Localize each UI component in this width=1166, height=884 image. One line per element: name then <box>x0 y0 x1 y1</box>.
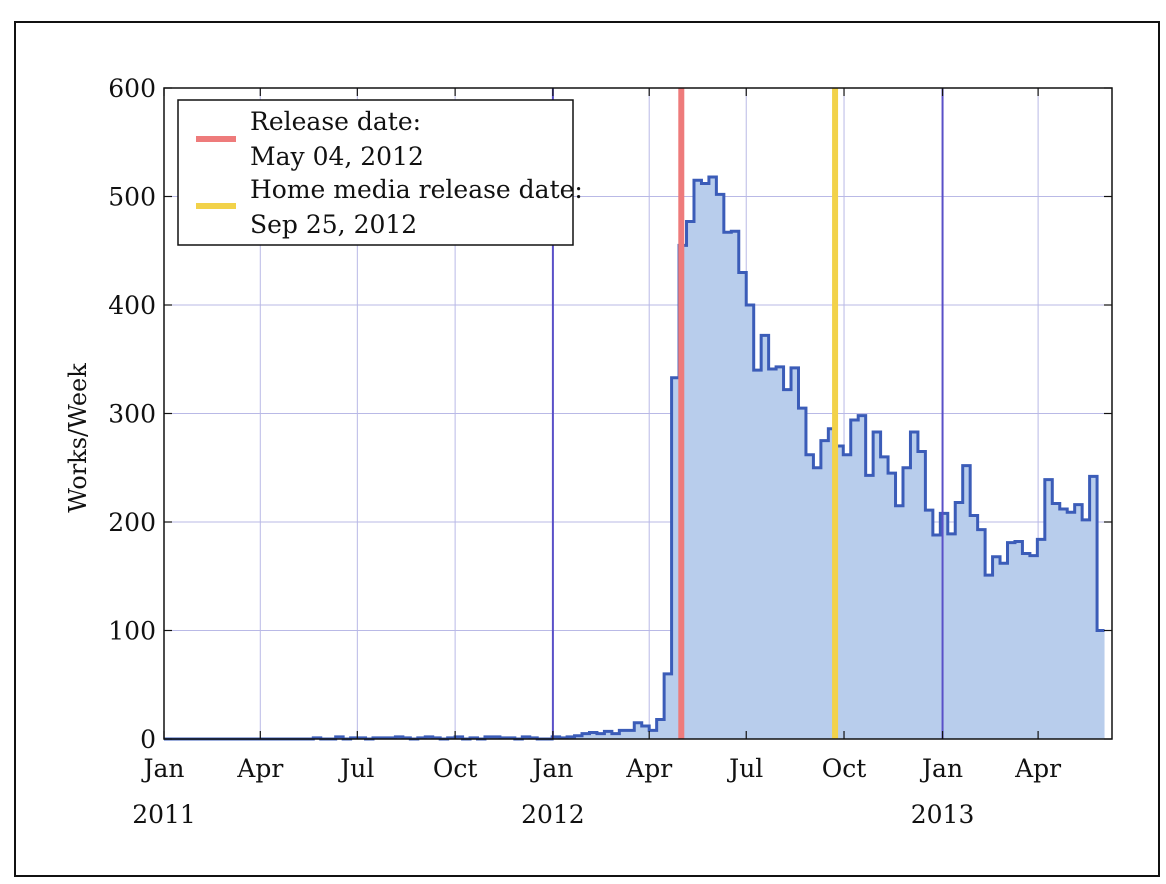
legend-label-home-media: Home media release date: <box>250 175 583 204</box>
legend-date-home-media: Sep 25, 2012 <box>250 210 417 239</box>
year-label: 2011 <box>132 800 196 829</box>
x-tick-label: Apr <box>625 754 672 783</box>
series-area <box>164 176 1105 740</box>
area-layer <box>164 175 1105 741</box>
x-tick-label: Oct <box>822 754 867 783</box>
x-tick-label: Apr <box>236 754 283 783</box>
x-tick-label: Oct <box>433 754 478 783</box>
x-tick-label: Jul <box>726 754 763 783</box>
legend-label-release: Release date: <box>250 107 421 136</box>
legend: Release date: May 04, 2012 Home media re… <box>177 99 583 246</box>
y-tick-label: 600 <box>108 74 156 103</box>
year-labels: 2011 2012 2013 <box>132 800 974 829</box>
y-tick-label: 0 <box>140 725 156 754</box>
y-tick-labels: 0 100 200 300 400 500 600 <box>108 74 156 754</box>
legend-date-release: May 04, 2012 <box>250 142 424 171</box>
legend-box <box>177 99 574 246</box>
x-tick-label: Jul <box>337 754 374 783</box>
year-label: 2013 <box>911 800 975 829</box>
y-tick-label: 300 <box>108 400 156 429</box>
x-tick-label: Apr <box>1014 754 1061 783</box>
y-tick-label: 200 <box>108 508 156 537</box>
x-tick-label: Jan <box>529 754 573 783</box>
y-tick-label: 400 <box>108 291 156 320</box>
event-lines <box>678 88 839 739</box>
x-tick-labels: Jan Apr Jul Oct Jan Apr Jul Oct Jan Apr <box>140 754 1061 783</box>
ticks <box>163 87 1112 740</box>
series-line <box>164 175 1105 741</box>
year-label: 2012 <box>521 800 585 829</box>
y-tick-label: 500 <box>108 183 156 212</box>
x-tick-label: Jan <box>140 754 184 783</box>
y-axis-label: Works/Week <box>64 363 92 513</box>
x-tick-label: Jan <box>919 754 963 783</box>
y-tick-label: 100 <box>108 617 156 646</box>
